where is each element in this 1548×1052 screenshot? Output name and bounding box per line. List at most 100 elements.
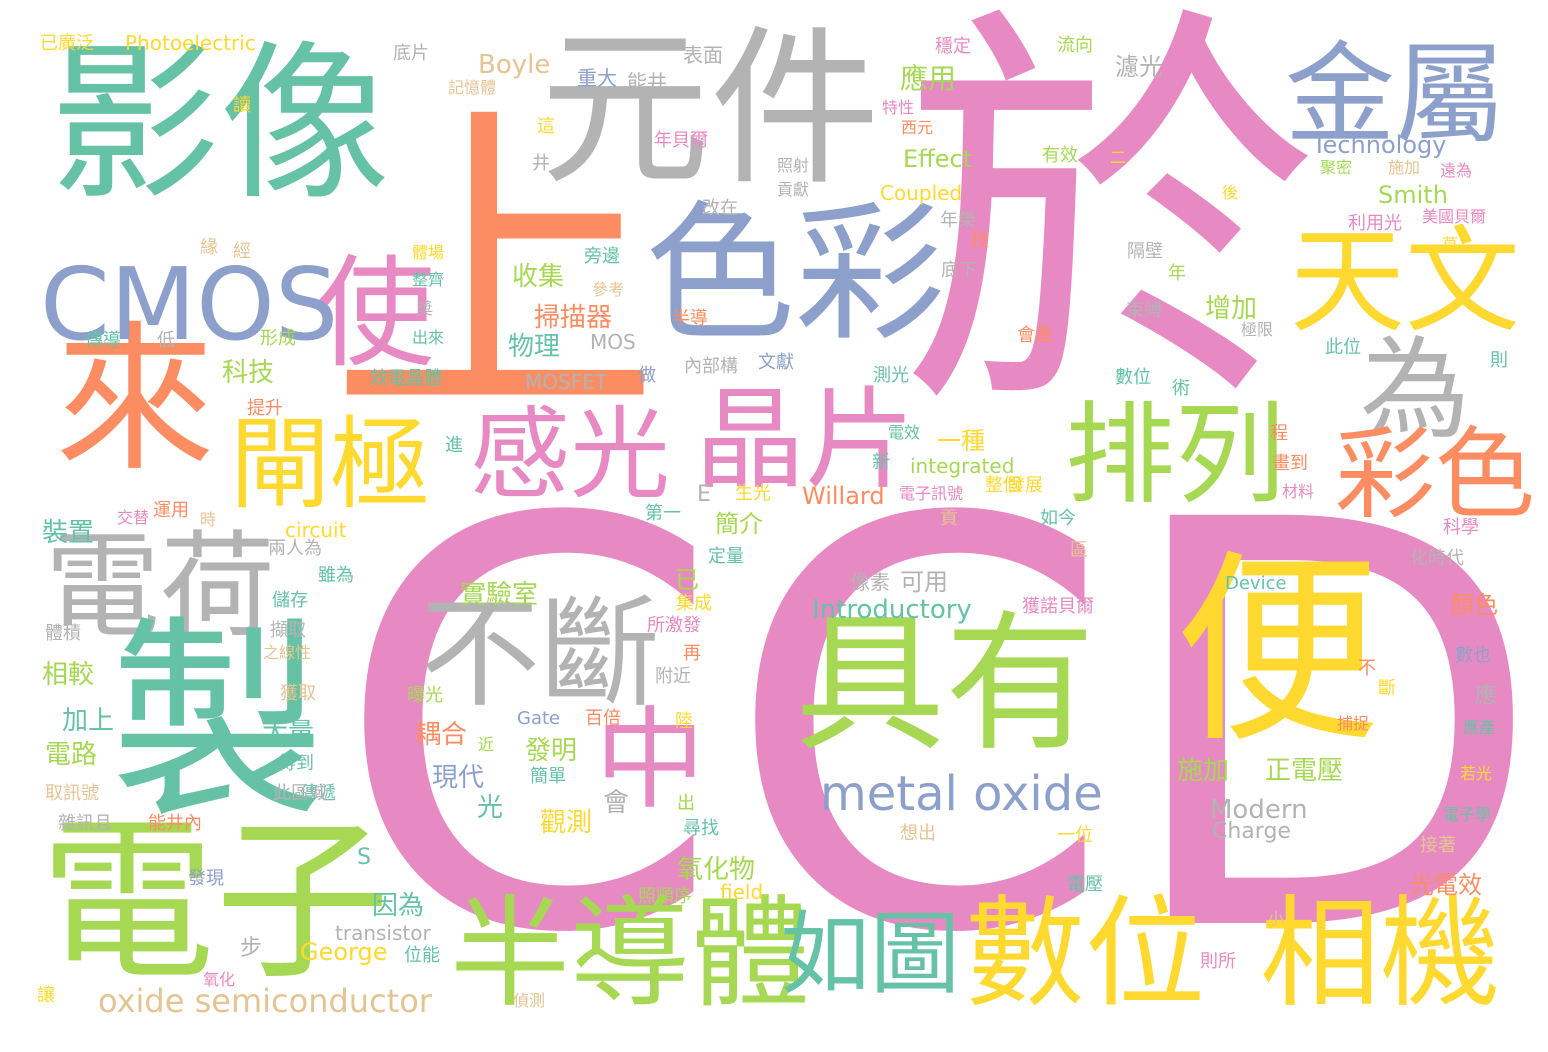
word-cjk-133: 擷取 <box>270 620 306 641</box>
word-cjk-19: 不斷 <box>420 585 660 724</box>
word-cjk-91: 特性 <box>882 98 915 117</box>
word-cjk-87: 流向 <box>1057 35 1093 56</box>
word-cjk-107: 此位 <box>1325 337 1361 358</box>
word-cjk-26: 相機 <box>1260 885 1500 1024</box>
word-cjk-180: 體積 <box>45 623 81 644</box>
word-cjk-149: 出 <box>677 793 695 814</box>
word-cjk-158: 定量 <box>708 546 744 567</box>
word-mos-48: MOS <box>590 330 636 354</box>
word-cjk-114: 做 <box>638 365 656 386</box>
word-cjk-191: 小 <box>1268 909 1285 928</box>
word-cjk-5: 色彩 <box>645 188 946 362</box>
word-cjk-82: 濾光 <box>1115 53 1163 81</box>
word-cjk-85: 重大 <box>577 66 617 90</box>
word-cjk-125: 低 <box>157 330 175 351</box>
word-cjk-84: 能井 <box>627 70 667 94</box>
word-cjk-71: 光電效 <box>1410 871 1482 899</box>
word-cjk-195: 想出 <box>900 823 936 844</box>
word-cjk-70: 裝置 <box>42 518 95 548</box>
word-cjk-57: 施加 <box>1177 756 1230 786</box>
word-cjk-11: 為 <box>1360 326 1470 454</box>
word-cjk-150: 附近 <box>655 666 691 687</box>
word-george-43: George <box>300 938 388 966</box>
word-cjk-105: 束縛 <box>1126 300 1162 321</box>
word-cjk-59: 簡介 <box>715 510 763 538</box>
word-cjk-187: 應產 <box>1463 718 1496 737</box>
word-cjk-22: 中 <box>595 696 705 824</box>
word-cjk-181: 進 <box>445 435 463 456</box>
word-cjk-50: 應用 <box>900 62 957 95</box>
word-e-81: E <box>697 482 711 507</box>
word-cjk-160: 如今 <box>1040 508 1076 529</box>
word-cjk-66: 大量 <box>262 718 315 748</box>
word-cjk-17: 電荷 <box>45 520 276 654</box>
word-cjk-98: 利用光 <box>1348 213 1402 234</box>
word-cjk-190: 接著 <box>1420 835 1456 856</box>
word-cjk-67: 加上 <box>62 706 115 736</box>
word-ccd-0: CCD <box>332 404 1546 1052</box>
word-mosfet-47: MOSFET <box>525 370 608 394</box>
word-cjk-73: 可用 <box>900 568 948 596</box>
word-cjk-127: 出來 <box>412 328 445 347</box>
word-cjk-23: 電子 <box>40 801 390 1004</box>
word-cjk-62: 觀測 <box>540 808 593 838</box>
word-cjk-200: 底下 <box>941 260 977 281</box>
word-cjk-72: 顏色 <box>1450 591 1498 619</box>
word-cjk-115: 參考 <box>592 280 625 299</box>
word-cjk-117: 半導 <box>672 308 708 329</box>
word-cjk-177: 獎 <box>417 299 434 318</box>
word-cjk-175: 體場 <box>412 243 445 262</box>
word-cjk-202: 莫 <box>1442 235 1459 254</box>
word-cjk-63: 發明 <box>525 736 578 766</box>
word-cjk-8: 天文 <box>1290 215 1521 349</box>
word-cjk-7: 來 <box>55 306 216 493</box>
word-cjk-169: 二 <box>1110 148 1127 167</box>
word-cjk-192: 則所 <box>1200 951 1236 972</box>
word-cjk-14: 晶片 <box>695 376 915 504</box>
word-cjk-99: 美國貝爾 <box>1422 207 1487 226</box>
word-cjk-132: 儲存 <box>272 590 308 611</box>
word-device-41: Device <box>1225 573 1287 594</box>
word-willard-38: Willard <box>802 482 885 510</box>
word-cjk-174: 經 <box>233 241 251 262</box>
word-cjk-102: 後 <box>1222 183 1239 202</box>
word-cjk-55: 實驗室 <box>460 580 539 610</box>
word-cjk-83: 表面 <box>683 43 723 67</box>
word-cjk-79: 步 <box>240 936 263 961</box>
word-cjk-165: 畫到 <box>1272 453 1308 474</box>
word-cjk-198: 年 <box>1168 263 1186 284</box>
word-cjk-176: 整齊 <box>412 270 445 289</box>
word-cjk-18: 製 <box>110 597 325 848</box>
word-cjk-171: 讀 <box>233 95 251 116</box>
word-cjk-185: 應 <box>1475 684 1498 709</box>
word-cjk-106: 極限 <box>1241 320 1274 339</box>
word-cjk-2: 上 <box>330 78 660 462</box>
word-cjk-126: 形成 <box>260 328 296 349</box>
word-cjk-78: 會 <box>603 788 630 818</box>
word-cjk-68: 電路 <box>45 740 98 770</box>
word-cjk-120: 電子訊號 <box>899 484 964 503</box>
word-oxide-semiconductor-29: oxide semiconductor <box>98 982 432 1020</box>
word-cjk-88: 底片 <box>393 43 429 64</box>
word-cjk-101: 施加 <box>1388 158 1421 177</box>
word-cjk-64: 耦合 <box>415 720 468 750</box>
word-cjk-164: 材料 <box>1282 482 1315 501</box>
word-modern-39: Modern <box>1210 795 1308 825</box>
word-field-49: field <box>720 880 764 904</box>
word-cjk-166: 程 <box>1270 423 1288 444</box>
word-cjk-186: 捕捉 <box>1337 714 1370 733</box>
word-cjk-159: 獲諾貝爾 <box>1022 596 1094 617</box>
word-cjk-97: 年榮 <box>940 210 976 231</box>
word-cjk-157: 集成 <box>676 593 712 614</box>
word-cjk-108: 則 <box>1490 350 1508 371</box>
word-s-80: S <box>357 845 371 870</box>
word-cjk-188: 若光 <box>1460 764 1493 783</box>
word-cjk-123: 效電晶體 <box>370 368 442 389</box>
word-cjk-20: 具有 <box>795 598 1096 772</box>
word-transistor-44: transistor <box>335 921 431 945</box>
word-cjk-179: 雖為 <box>318 565 354 586</box>
word-cjk-6: 金屬 <box>1285 31 1505 159</box>
word-cjk-103: 遠為 <box>1440 161 1473 180</box>
word-cjk-138: 能井內 <box>148 813 202 834</box>
